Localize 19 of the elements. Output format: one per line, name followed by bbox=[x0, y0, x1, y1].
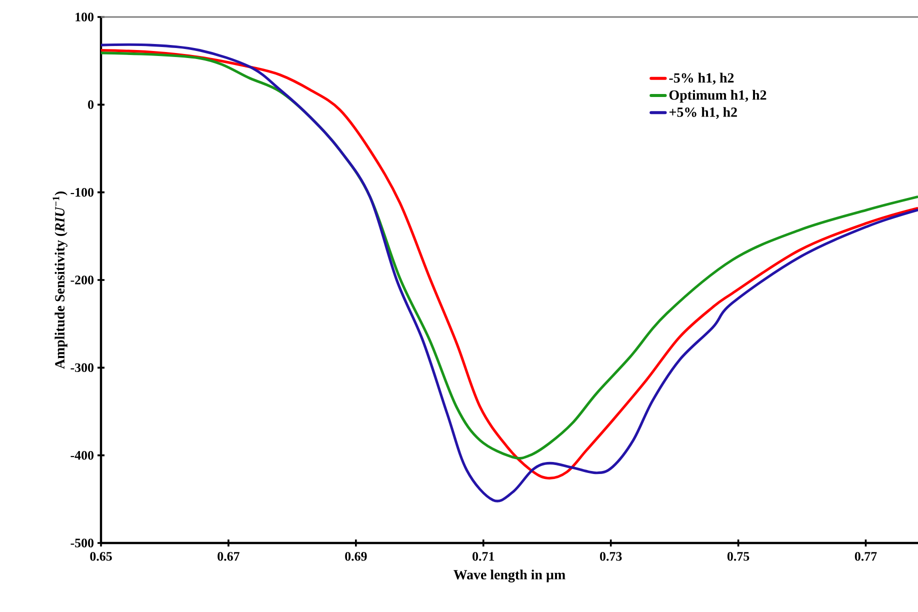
y-tick-label: -200 bbox=[70, 276, 94, 284]
legend-label: +5% h1, h2 bbox=[669, 107, 737, 119]
x-tick-label: 0.69 bbox=[345, 552, 367, 561]
x-axis-title: Wave length in µm bbox=[454, 570, 566, 582]
x-tick-label: 0.67 bbox=[218, 552, 240, 561]
y-tick-label: -400 bbox=[70, 450, 94, 460]
y-tick-label: -300 bbox=[70, 363, 94, 372]
y-axis-title: Amplitude Sensitivity (RIU$^{−1}$) bbox=[52, 192, 68, 369]
x-tick-label: 0.75 bbox=[727, 552, 750, 561]
legend-label: Optimum h1, h2 bbox=[669, 90, 766, 103]
y-tick-label: -100 bbox=[70, 188, 94, 197]
legend-label: -5% h1, h2 bbox=[669, 72, 734, 85]
x-tick-label: 0.71 bbox=[472, 552, 494, 561]
y-tick-label: 0 bbox=[88, 100, 94, 110]
x-tick-label: 0.77 bbox=[854, 552, 877, 561]
x-tick-label: 0.65 bbox=[90, 552, 112, 561]
x-tick-label: 0.73 bbox=[600, 552, 622, 561]
y-tick-label: -500 bbox=[70, 538, 94, 548]
y-tick-label: 100 bbox=[76, 12, 94, 22]
